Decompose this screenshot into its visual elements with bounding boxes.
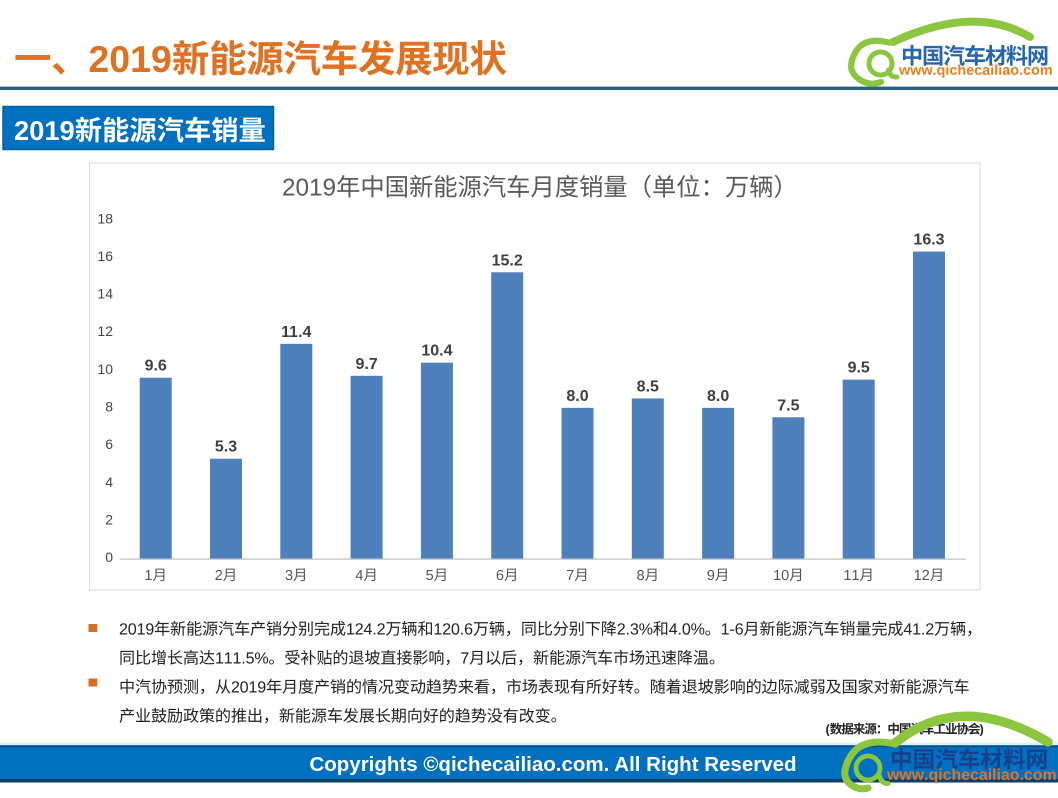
svg-text:4: 4	[105, 474, 113, 490]
svg-text:16.3: 16.3	[913, 232, 944, 249]
svg-text:8.0: 8.0	[707, 388, 729, 405]
svg-text:10.4: 10.4	[421, 343, 452, 360]
svg-text:12: 12	[97, 323, 113, 339]
svg-text:8.5: 8.5	[637, 378, 659, 395]
svg-text:0: 0	[105, 549, 113, 565]
svg-text:5.3: 5.3	[215, 439, 237, 456]
svg-text:2: 2	[105, 512, 113, 528]
svg-text:9.7: 9.7	[355, 356, 377, 373]
svg-text:8.0: 8.0	[566, 388, 588, 405]
svg-text:6: 6	[105, 436, 113, 452]
svg-text:9.5: 9.5	[848, 360, 870, 377]
svg-text:14: 14	[97, 286, 113, 302]
svg-text:16: 16	[97, 248, 113, 264]
svg-text:Copyrights ©qichecailiao.com.: Copyrights ©qichecailiao.com. All Right …	[309, 753, 796, 776]
svg-text:7.5: 7.5	[777, 397, 799, 414]
svg-text:9.6: 9.6	[145, 358, 167, 375]
svg-text:10: 10	[97, 361, 113, 377]
svg-text:11.4: 11.4	[281, 324, 311, 341]
svg-text:8: 8	[105, 399, 113, 415]
svg-text:18: 18	[97, 210, 113, 226]
svg-text:15.2: 15.2	[492, 252, 523, 269]
